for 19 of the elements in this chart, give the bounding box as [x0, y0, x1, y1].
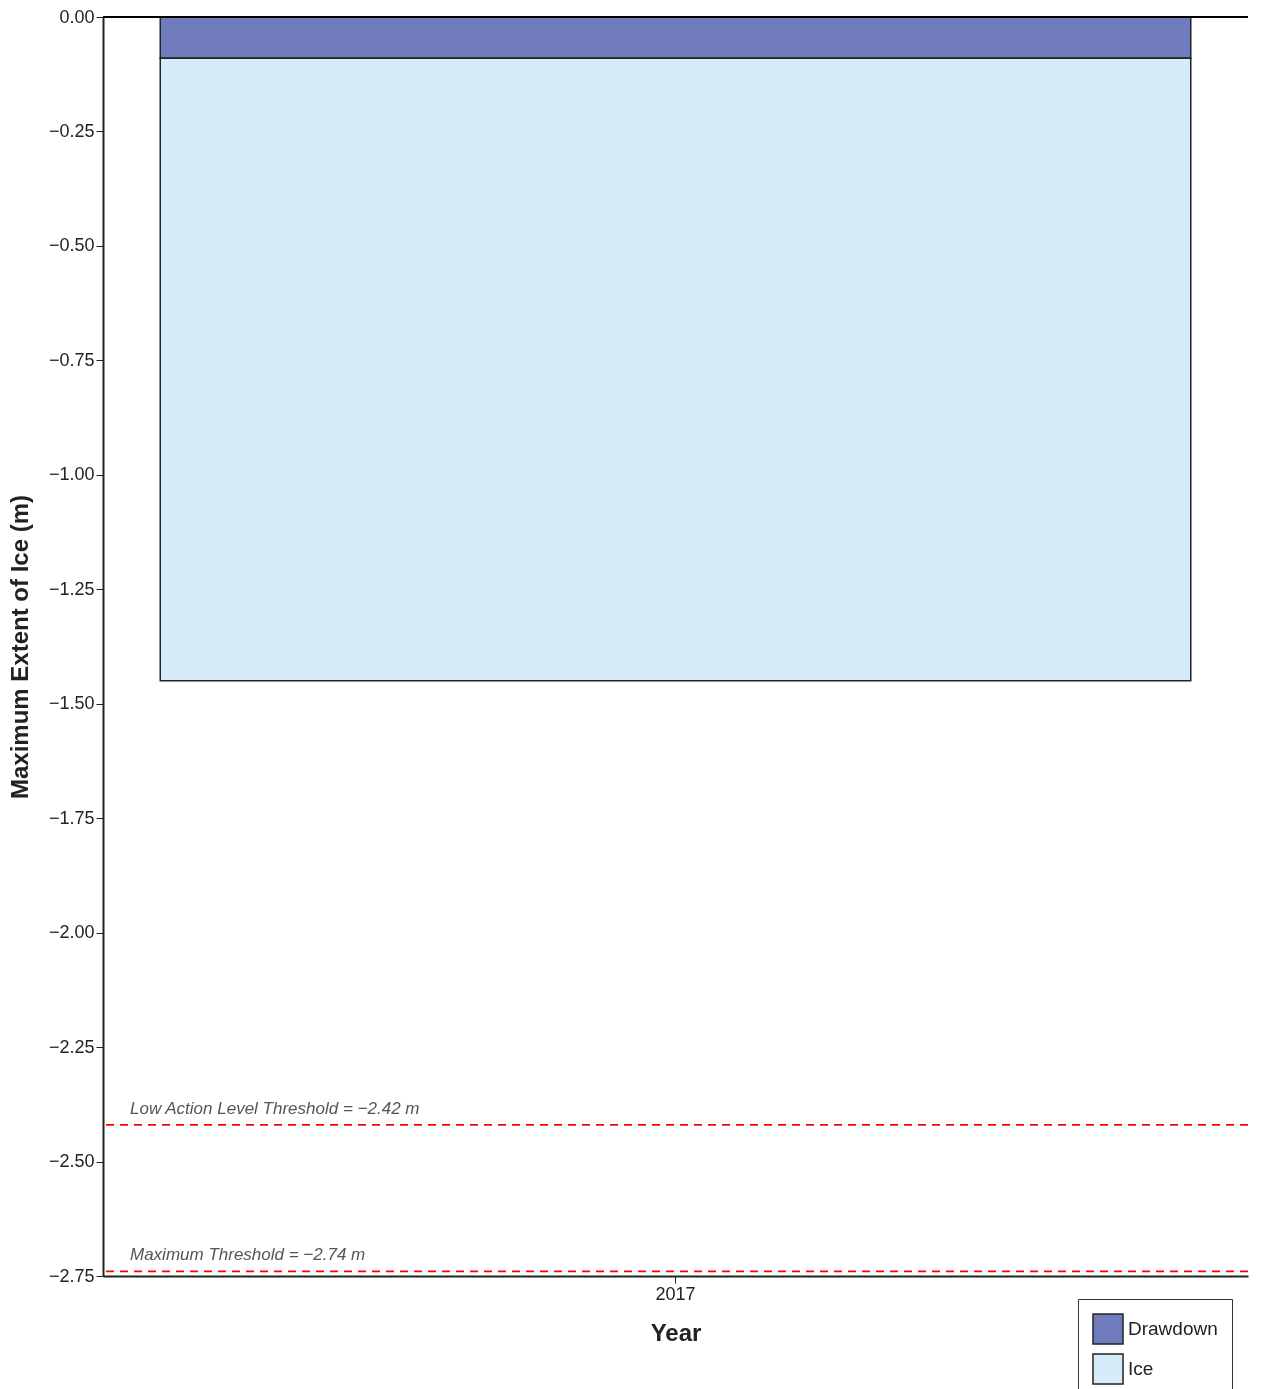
- x-axis-title: Year: [650, 1318, 702, 1346]
- y-tick-label: −2.25: [48, 1036, 95, 1057]
- legend-label: Drawdown: [1128, 1318, 1218, 1339]
- y-tick-label: −0.25: [48, 120, 95, 141]
- ref-line-label: Maximum Threshold = −2.74 m: [130, 1245, 366, 1265]
- y-tick-label: −0.75: [48, 349, 95, 370]
- y-tick-label: −1.00: [48, 464, 95, 485]
- y-tick-label: −2.00: [48, 922, 95, 943]
- y-tick-label: 0.00: [59, 6, 95, 27]
- y-tick-label: −1.50: [48, 693, 95, 714]
- y-axis-title: Maximum Extent of Ice (m): [5, 494, 33, 800]
- ref-line-label: Low Action Level Threshold = −2.42 m: [130, 1098, 420, 1118]
- y-tick-label: −0.50: [48, 235, 95, 256]
- y-tick-label: −1.75: [48, 807, 95, 828]
- legend-label: Ice: [1128, 1358, 1154, 1379]
- y-tick-label: −1.25: [48, 578, 95, 599]
- y-tick-label: −2.75: [48, 1265, 95, 1286]
- y-tick-label: −2.50: [48, 1151, 95, 1172]
- x-tick-label: 2017: [655, 1283, 696, 1304]
